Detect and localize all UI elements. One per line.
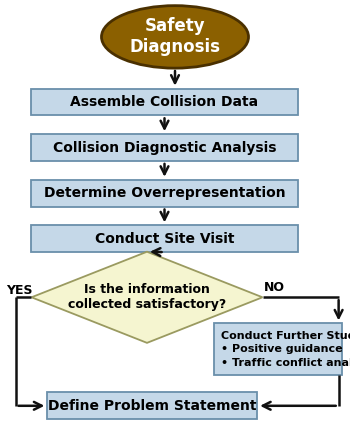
FancyBboxPatch shape (32, 225, 298, 252)
FancyBboxPatch shape (32, 134, 298, 161)
Text: YES: YES (6, 284, 33, 297)
Text: Conduct Site Visit: Conduct Site Visit (95, 232, 234, 246)
Text: Safety
Diagnosis: Safety Diagnosis (130, 17, 220, 56)
Text: Is the information
collected satisfactory?: Is the information collected satisfactor… (68, 283, 226, 311)
Ellipse shape (102, 6, 248, 68)
Text: Define Problem Statement: Define Problem Statement (48, 399, 257, 413)
Text: Conduct Further Studies
• Positive guidance
• Traffic conflict analysis: Conduct Further Studies • Positive guida… (221, 331, 350, 368)
Text: Determine Overrepresentation: Determine Overrepresentation (44, 186, 285, 200)
FancyBboxPatch shape (32, 180, 298, 207)
Polygon shape (32, 252, 262, 343)
FancyBboxPatch shape (214, 323, 342, 375)
Text: Collision Diagnostic Analysis: Collision Diagnostic Analysis (53, 141, 276, 155)
FancyBboxPatch shape (47, 392, 257, 419)
Text: NO: NO (264, 281, 285, 294)
FancyBboxPatch shape (32, 89, 298, 115)
Text: Assemble Collision Data: Assemble Collision Data (70, 95, 259, 109)
